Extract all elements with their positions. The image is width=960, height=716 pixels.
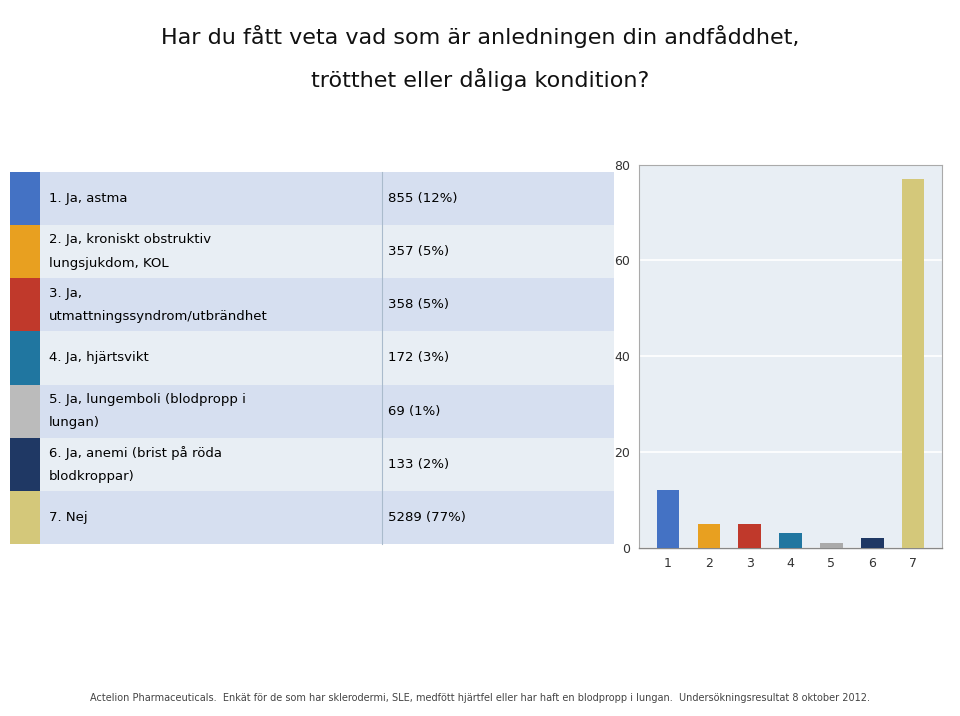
Text: lungan): lungan) [49,417,100,430]
Bar [861,538,883,548]
Text: 69 (1%): 69 (1%) [388,405,440,417]
Bar [901,179,924,548]
FancyBboxPatch shape [10,437,39,491]
FancyBboxPatch shape [10,279,614,332]
Bar [698,524,720,548]
FancyBboxPatch shape [10,332,614,384]
Bar [657,490,680,548]
FancyBboxPatch shape [10,491,39,544]
FancyBboxPatch shape [10,437,614,491]
FancyBboxPatch shape [10,491,614,544]
FancyBboxPatch shape [10,279,39,332]
Text: 5. Ja, lungemboli (blodpropp i: 5. Ja, lungemboli (blodpropp i [49,393,246,406]
Text: 6. Ja, anemi (brist på röda: 6. Ja, anemi (brist på röda [49,445,222,460]
FancyBboxPatch shape [10,172,614,225]
Text: utmattningssyndrom/utbrändhet: utmattningssyndrom/utbrändhet [49,310,268,323]
FancyBboxPatch shape [10,172,39,225]
Bar [780,533,802,548]
FancyBboxPatch shape [10,384,39,437]
Text: Har du fått veta vad som är anledningen din andfåddhet,: Har du fått veta vad som är anledningen … [161,25,799,48]
Text: trötthet eller dåliga kondition?: trötthet eller dåliga kondition? [311,68,649,91]
Text: Actelion Pharmaceuticals.  Enkät för de som har sklerodermi, SLE, medfött hjärtf: Actelion Pharmaceuticals. Enkät för de s… [90,693,870,703]
Text: blodkroppar): blodkroppar) [49,470,134,483]
Text: 4. Ja, hjärtsvikt: 4. Ja, hjärtsvikt [49,352,149,364]
FancyBboxPatch shape [10,332,39,384]
Text: 5289 (77%): 5289 (77%) [388,511,466,524]
FancyBboxPatch shape [10,225,614,279]
Text: 1. Ja, astma: 1. Ja, astma [49,192,128,205]
Text: 357 (5%): 357 (5%) [388,245,448,258]
Text: 855 (12%): 855 (12%) [388,192,457,205]
Text: 358 (5%): 358 (5%) [388,299,448,311]
Text: lungsjukdom, KOL: lungsjukdom, KOL [49,257,169,270]
Text: 3. Ja,: 3. Ja, [49,286,82,299]
FancyBboxPatch shape [10,384,614,437]
Text: 7. Nej: 7. Nej [49,511,87,524]
Text: 172 (3%): 172 (3%) [388,352,448,364]
Text: 133 (2%): 133 (2%) [388,458,448,471]
Bar [820,543,843,548]
Text: 2. Ja, kroniskt obstruktiv: 2. Ja, kroniskt obstruktiv [49,233,211,246]
Bar [738,524,761,548]
FancyBboxPatch shape [10,225,39,279]
